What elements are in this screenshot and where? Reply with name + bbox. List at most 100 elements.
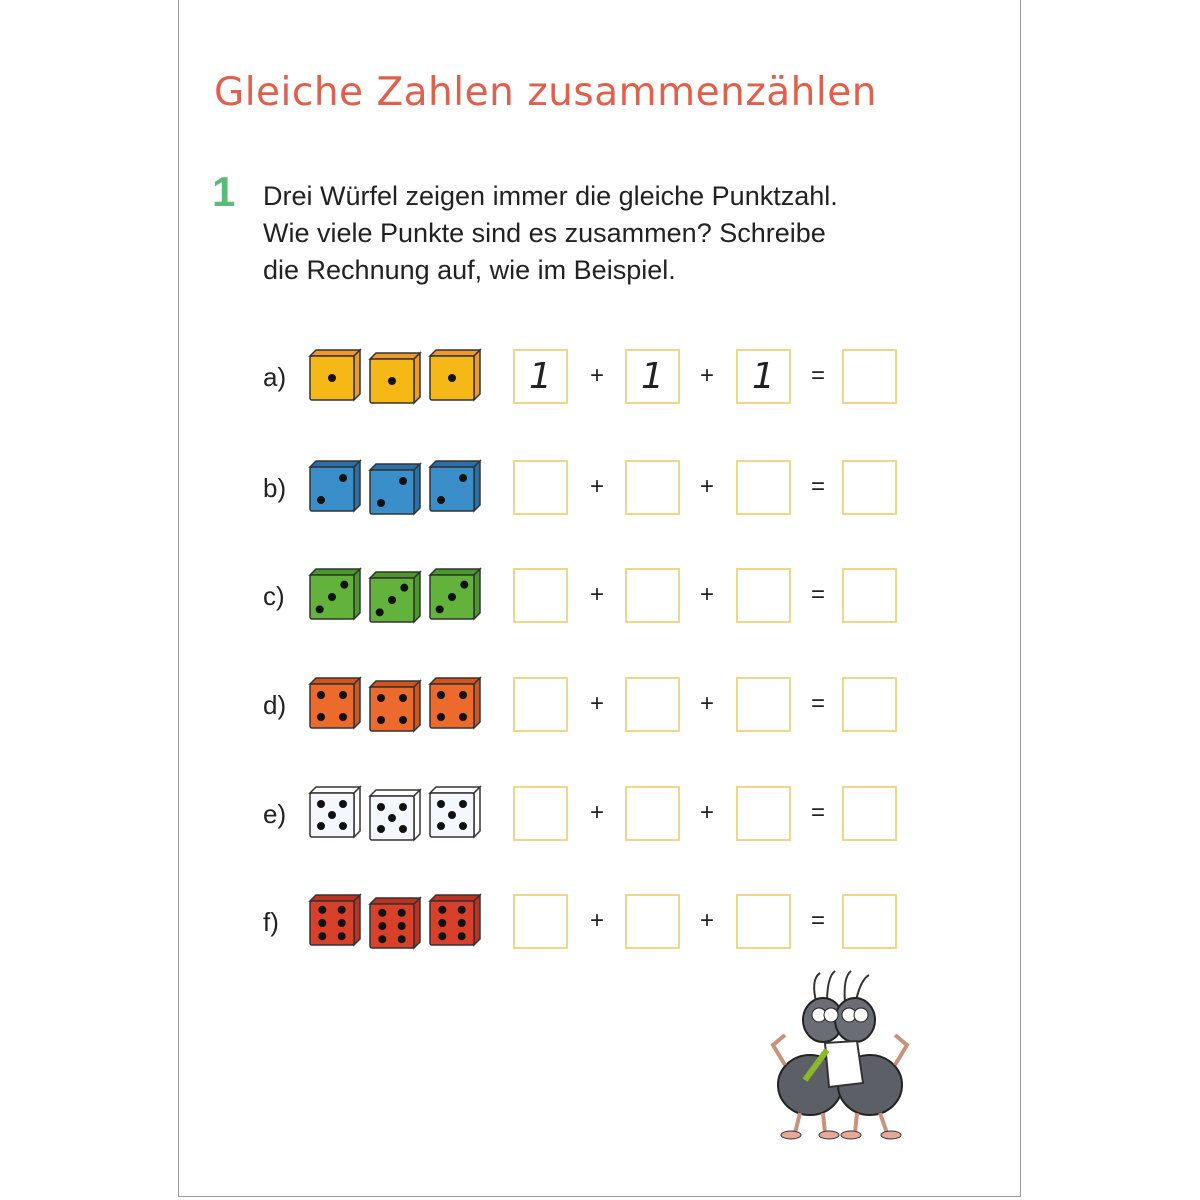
die	[368, 351, 422, 405]
die-top	[428, 568, 482, 576]
instruction-line: Wie viele Punkte sind es zusammen? Schre…	[263, 218, 826, 248]
plus-sign: +	[699, 907, 714, 934]
die-pip	[317, 800, 325, 808]
plus-sign: +	[589, 690, 604, 717]
answer-box[interactable]	[842, 786, 897, 841]
answer-box[interactable]	[736, 786, 791, 841]
answer-box[interactable]	[736, 568, 791, 623]
die-pip	[340, 580, 349, 589]
die-pip	[448, 374, 456, 382]
die-pip	[318, 932, 327, 941]
die-pip	[377, 825, 385, 833]
die-side	[353, 567, 361, 621]
die-top	[428, 677, 482, 685]
plus-sign: +	[699, 690, 714, 717]
die-pip	[399, 477, 407, 485]
answer-box[interactable]	[513, 677, 568, 732]
equals-sign: =	[810, 690, 825, 717]
die-top	[368, 789, 422, 797]
answer-box[interactable]	[842, 677, 897, 732]
die-pip	[437, 800, 445, 808]
die-pip	[337, 919, 346, 927]
task-number: 1	[212, 168, 236, 215]
worksheet-page	[178, 0, 1021, 1197]
answer-box[interactable]	[842, 894, 897, 949]
die-pip	[317, 496, 325, 504]
dice-group	[308, 676, 482, 733]
answer-box[interactable]	[625, 460, 680, 515]
answer-box[interactable]	[513, 568, 568, 623]
die-top	[308, 786, 362, 794]
die-pip	[317, 691, 325, 699]
die-pip	[437, 496, 445, 504]
answer-box[interactable]	[842, 460, 897, 515]
die-pip	[399, 803, 407, 811]
die-side	[413, 570, 421, 624]
answer-box[interactable]	[625, 894, 680, 949]
answer-box[interactable]	[736, 677, 791, 732]
die-pip	[397, 922, 406, 930]
die-side	[353, 348, 361, 402]
plus-sign: +	[589, 473, 604, 500]
answer-box[interactable]: 1	[736, 349, 791, 404]
die-top	[368, 463, 422, 471]
answer-box[interactable]: 1	[625, 349, 680, 404]
die-top	[428, 894, 482, 902]
die-pip	[397, 908, 406, 917]
die	[308, 893, 362, 947]
plus-sign: +	[589, 362, 604, 389]
die-pip	[328, 374, 336, 382]
answer-box[interactable]	[513, 786, 568, 841]
die-pip	[457, 905, 466, 914]
answer-box[interactable]	[625, 677, 680, 732]
answer-box[interactable]	[513, 460, 568, 515]
die-pip	[459, 800, 467, 808]
die-pip	[438, 932, 447, 941]
answer-box[interactable]	[625, 568, 680, 623]
page-title: Gleiche Zahlen zusammenzählen	[214, 70, 877, 115]
task-instructions: Drei Würfel zeigen immer die gleiche Pun…	[263, 178, 838, 289]
die-pip	[377, 499, 385, 507]
die	[428, 893, 482, 947]
row-label: e)	[263, 799, 287, 829]
die-pip	[437, 713, 445, 721]
answer-box[interactable]	[625, 786, 680, 841]
die-face	[429, 466, 475, 512]
die-top	[368, 571, 422, 579]
die	[308, 785, 362, 839]
plus-sign: +	[589, 907, 604, 934]
answer-box[interactable]	[513, 894, 568, 949]
answer-box[interactable]	[736, 894, 791, 949]
die-pip	[315, 605, 324, 614]
die-pip	[399, 825, 407, 833]
exercise-row: c) + + =	[0, 567, 1200, 627]
row-label: d)	[263, 690, 287, 720]
die-pip	[459, 713, 467, 721]
dice-group	[308, 567, 482, 624]
answer-box[interactable]	[842, 349, 897, 404]
die-pip	[378, 935, 387, 944]
plus-sign: +	[589, 581, 604, 608]
plus-sign: +	[699, 473, 714, 500]
die-pip	[388, 377, 396, 385]
die-pip	[397, 935, 406, 944]
dice-group	[308, 459, 482, 516]
dice-group	[308, 348, 482, 405]
die-top	[428, 349, 482, 357]
die-top	[308, 568, 362, 576]
die-pip	[339, 691, 347, 699]
answer-box[interactable]	[736, 460, 791, 515]
equals-sign: =	[810, 907, 825, 934]
die-pip	[437, 691, 445, 699]
die-pip	[435, 605, 444, 614]
die-top	[308, 677, 362, 685]
dice-group	[308, 785, 482, 842]
dice-group	[308, 893, 482, 950]
answer-box[interactable]	[842, 568, 897, 623]
die	[308, 676, 362, 730]
answer-box[interactable]: 1	[513, 349, 568, 404]
die-face	[429, 683, 475, 729]
die-pip	[377, 694, 385, 702]
equals-sign: =	[810, 362, 825, 389]
die	[368, 570, 422, 624]
